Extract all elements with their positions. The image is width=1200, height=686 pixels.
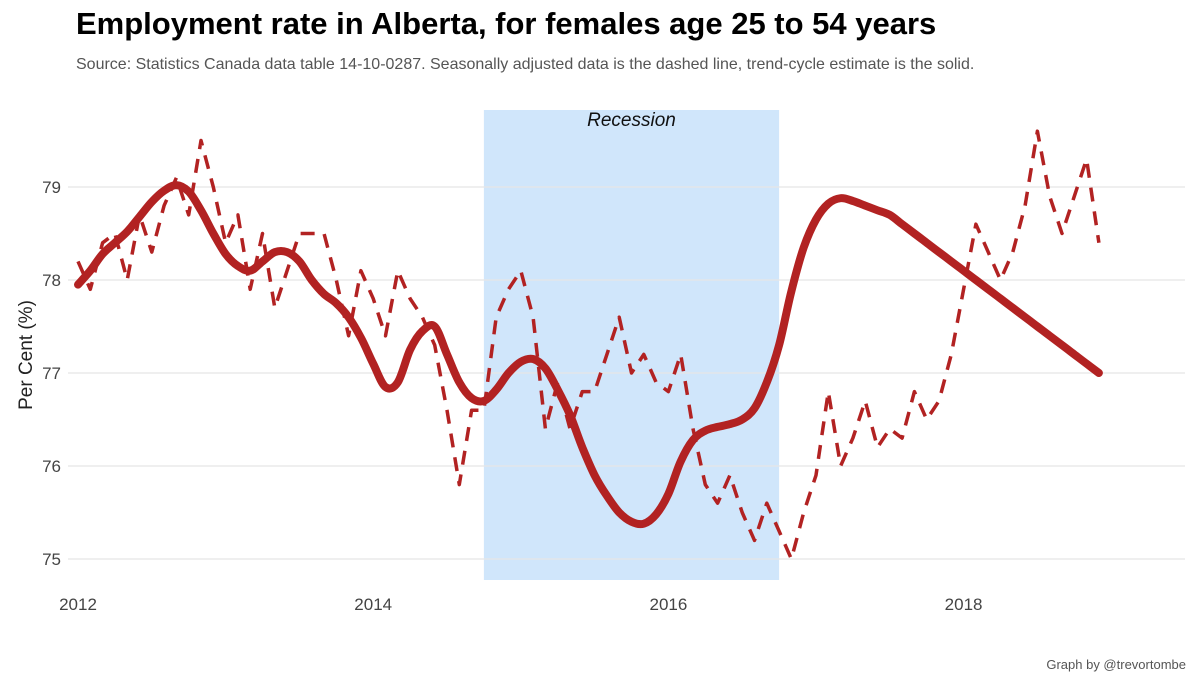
recession-layer: Recession xyxy=(483,110,780,580)
y-tick-labels: 75 76 77 78 79 xyxy=(42,178,61,569)
grid-layer xyxy=(68,186,1185,560)
x-tick-label: 2014 xyxy=(354,595,392,614)
series-layer xyxy=(74,129,1103,561)
x-tick-label: 2012 xyxy=(59,595,97,614)
chart-caption: Graph by @trevortombe xyxy=(1046,657,1186,672)
y-tick-label: 76 xyxy=(42,457,61,476)
chart-title: Employment rate in Alberta, for females … xyxy=(76,6,937,41)
x-tick-labels: 2012 2014 2016 2018 xyxy=(59,595,982,614)
x-tick-label: 2016 xyxy=(649,595,687,614)
y-tick-label: 77 xyxy=(42,364,61,383)
y-axis-title: Per Cent (%) xyxy=(16,300,37,410)
series-line-trend-cycle xyxy=(74,181,1103,529)
series-line-seasonally-adjusted xyxy=(76,129,1101,561)
y-tick-label: 78 xyxy=(42,271,61,290)
y-tick-label: 79 xyxy=(42,178,61,197)
recession-label: Recession xyxy=(587,110,676,131)
x-tick-label: 2018 xyxy=(945,595,983,614)
recession-band xyxy=(483,110,780,580)
y-tick-label: 75 xyxy=(42,550,61,569)
chart-subtitle: Source: Statistics Canada data table 14-… xyxy=(76,56,975,73)
